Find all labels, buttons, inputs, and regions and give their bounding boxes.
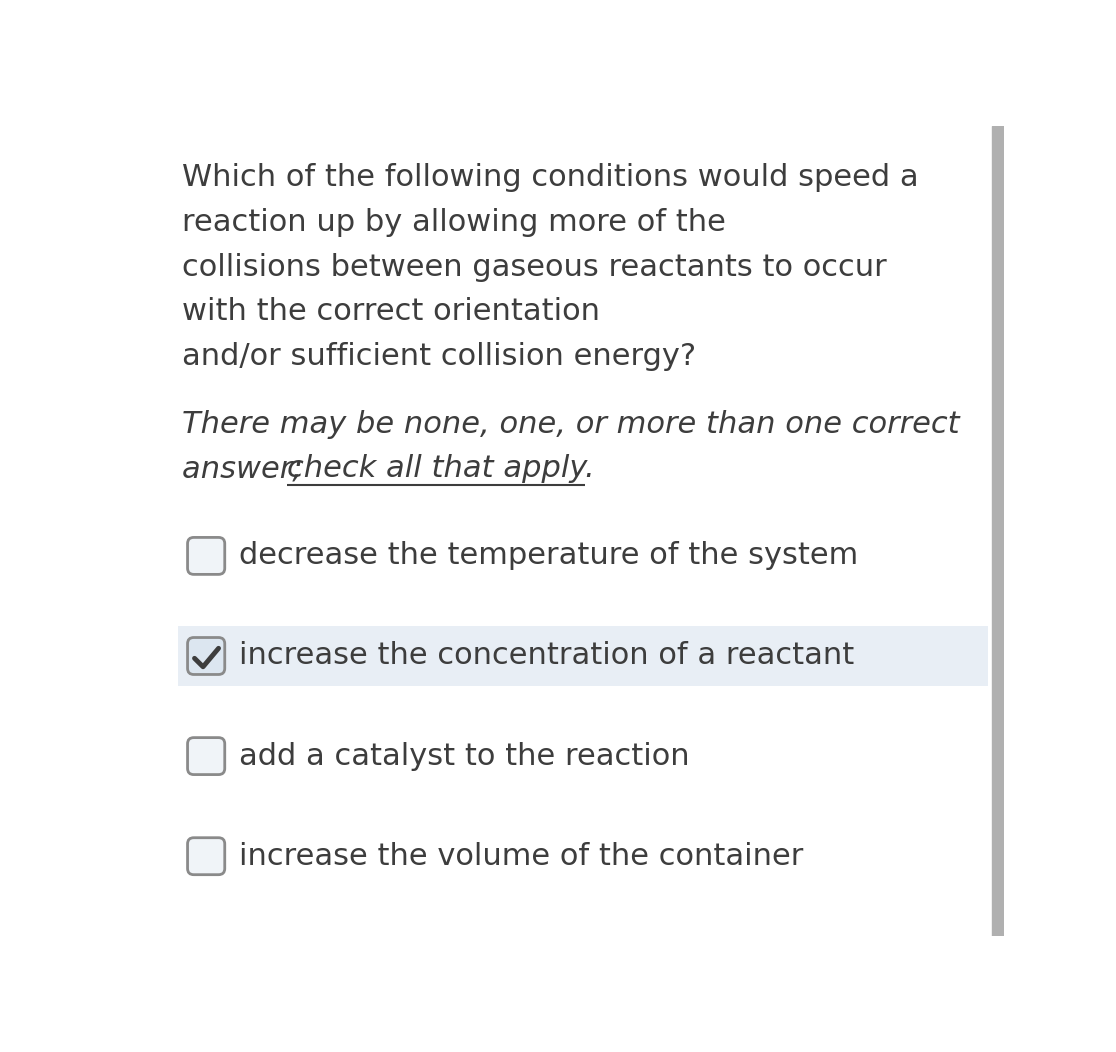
- Text: collisions between gaseous reactants to occur: collisions between gaseous reactants to …: [182, 252, 887, 282]
- Text: and/or sufficient collision energy?: and/or sufficient collision energy?: [182, 342, 696, 371]
- Text: with the correct orientation: with the correct orientation: [182, 297, 600, 326]
- FancyBboxPatch shape: [187, 737, 224, 774]
- FancyBboxPatch shape: [179, 626, 988, 686]
- Text: increase the volume of the container: increase the volume of the container: [239, 842, 804, 871]
- FancyBboxPatch shape: [187, 538, 224, 574]
- Text: increase the concentration of a reactant: increase the concentration of a reactant: [239, 642, 854, 670]
- Text: answer;: answer;: [182, 454, 312, 483]
- FancyBboxPatch shape: [187, 837, 224, 874]
- Text: reaction up by allowing more of the: reaction up by allowing more of the: [182, 208, 727, 237]
- Text: check all that apply.: check all that apply.: [287, 454, 595, 483]
- Text: decrease the temperature of the system: decrease the temperature of the system: [239, 542, 858, 570]
- Text: Which of the following conditions would speed a: Which of the following conditions would …: [182, 163, 918, 193]
- FancyBboxPatch shape: [187, 638, 224, 674]
- Text: add a catalyst to the reaction: add a catalyst to the reaction: [239, 742, 690, 771]
- Bar: [992, 126, 1004, 936]
- Text: There may be none, one, or more than one correct: There may be none, one, or more than one…: [182, 409, 960, 439]
